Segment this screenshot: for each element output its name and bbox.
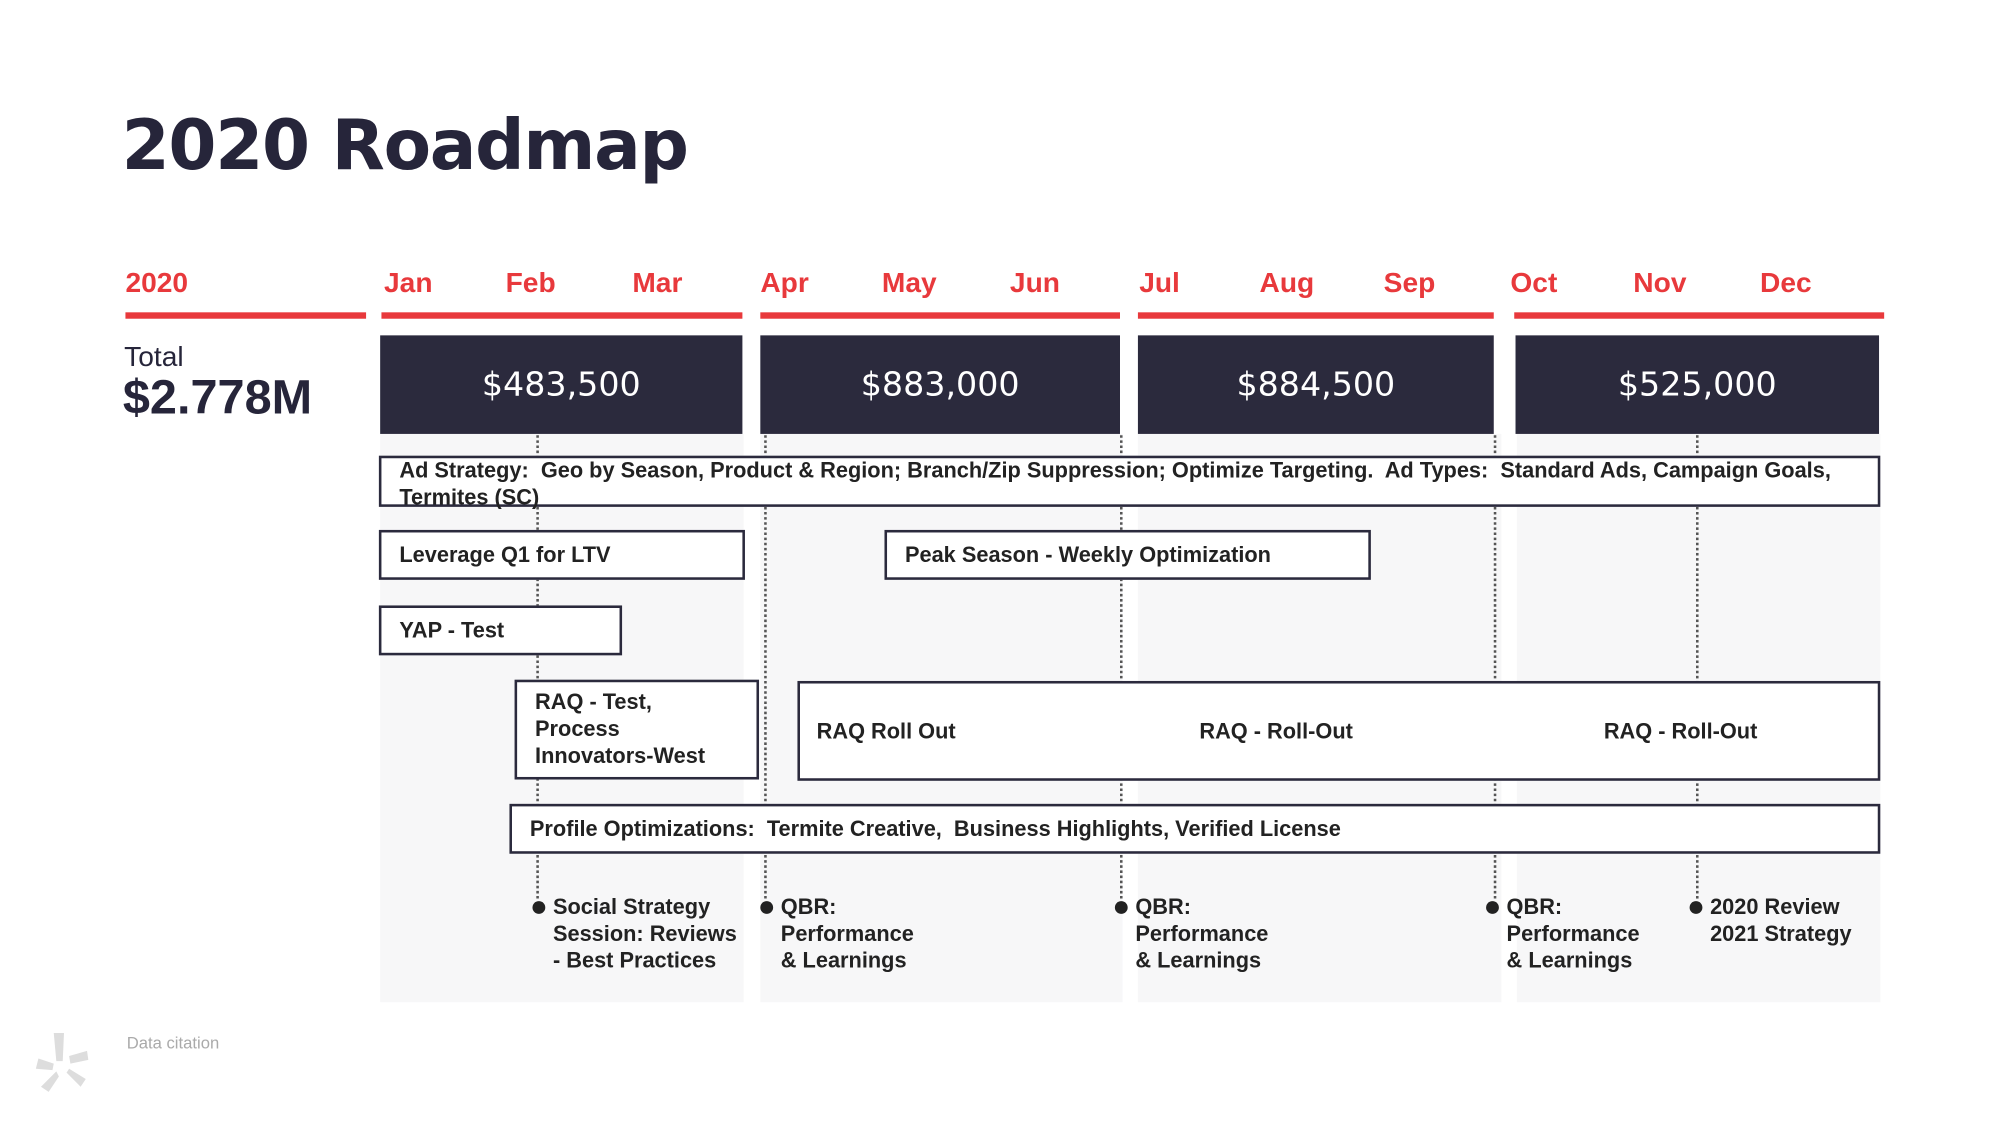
- milestone-text: QBR:: [1506, 894, 1563, 920]
- milestone-text: & Learnings: [1506, 948, 1633, 973]
- initiative-text: Innovators-West: [535, 743, 706, 768]
- dotted-guide: [1493, 435, 1497, 899]
- total-value: $2.778M: [122, 371, 313, 425]
- milestone-dot: [1486, 901, 1499, 914]
- quarter-rule: [1514, 312, 1885, 319]
- initiative-box: RAQ - Test, Process Innovators-West: [514, 679, 760, 780]
- quarter-budget: $883,000: [760, 335, 1120, 434]
- initiative-text: Leverage Q1 for LTV: [399, 542, 611, 568]
- milestone-text: QBR:: [780, 894, 837, 920]
- initiative-text: Profile Optimizations: Termite Creative,…: [529, 816, 1341, 841]
- initiative-box: YAP - Test: [378, 605, 623, 656]
- year-label: 2020: [125, 266, 189, 299]
- quarter-budget: $483,500: [380, 335, 743, 434]
- milestone-text: 2020 Review: [1710, 894, 1840, 920]
- quarter-rule: [1137, 312, 1494, 319]
- quarter-budget: $884,500: [1137, 335, 1494, 434]
- initiative-box: RAQ Roll Out RAQ - Roll-Out RAQ - Roll-Out: [797, 680, 1881, 781]
- dotted-guide: [764, 435, 767, 899]
- month-label: Jun: [1009, 266, 1060, 299]
- milestone-text: QBR:: [1135, 894, 1191, 920]
- milestone-dot: [1689, 901, 1703, 914]
- initiative-text: YAP - Test: [399, 618, 505, 643]
- milestone-text: 2021 Strategy: [1710, 921, 1852, 946]
- month-label: Mar: [632, 266, 683, 299]
- initiative-text: Ad Strategy: Geo by Season, Product & Re…: [399, 458, 1837, 510]
- initiative-text: RAQ Roll Out: [816, 718, 956, 744]
- initiative-text: RAQ - Test,: [535, 689, 652, 715]
- initiative-box: Ad Strategy: Geo by Season, Product & Re…: [378, 455, 1881, 509]
- milestone-dot: [1114, 901, 1128, 914]
- month-label: Jul: [1139, 266, 1180, 299]
- total-label: Total: [124, 340, 184, 373]
- logo: [35, 1032, 89, 1092]
- quarter-rule: [760, 312, 1120, 319]
- milestone-text: Social Strategy: [552, 894, 711, 920]
- month-label: Dec: [1760, 266, 1812, 299]
- dotted-guide: [536, 435, 539, 899]
- milestone-text: & Learnings: [780, 948, 907, 973]
- month-label: Nov: [1633, 266, 1687, 299]
- milestone-dot: [532, 901, 546, 914]
- initiative-box: Profile Optimizations: Termite Creative,…: [509, 803, 1881, 854]
- milestone-text: Session: Reviews: [552, 921, 737, 946]
- milestone-text: Performance: [1135, 921, 1269, 946]
- milestone-text: - Best Practices: [552, 948, 717, 973]
- month-label: Feb: [505, 266, 556, 299]
- initiative-box: Leverage Q1 for LTV: [378, 529, 745, 580]
- month-label: Apr: [760, 266, 809, 299]
- year-rule: [125, 312, 367, 319]
- milestone-text: Performance: [1506, 921, 1640, 946]
- month-label: Sep: [1383, 266, 1436, 299]
- month-label: Jan: [384, 266, 433, 299]
- milestone-text: & Learnings: [1135, 948, 1262, 973]
- milestone-text: Performance: [780, 921, 914, 946]
- dotted-guide: [1120, 435, 1123, 899]
- initiative-text: RAQ - Roll-Out: [1199, 718, 1353, 744]
- quarter-budget: $525,000: [1515, 335, 1880, 434]
- month-label: Aug: [1259, 266, 1315, 299]
- initiative-text: Peak Season - Weekly Optimization: [904, 542, 1271, 568]
- dotted-guide: [1696, 435, 1699, 899]
- month-label: Oct: [1510, 266, 1558, 299]
- title: 2020 Roadmap: [121, 104, 689, 186]
- milestone-dot: [760, 901, 774, 914]
- month-label: May: [881, 266, 937, 299]
- initiative-text: RAQ - Roll-Out: [1603, 718, 1758, 744]
- initiative-text: Process: [535, 716, 620, 742]
- footer: Data citation: [126, 1032, 220, 1053]
- quarter-rule: [381, 312, 743, 319]
- initiative-box: Peak Season - Weekly Optimization: [884, 529, 1371, 580]
